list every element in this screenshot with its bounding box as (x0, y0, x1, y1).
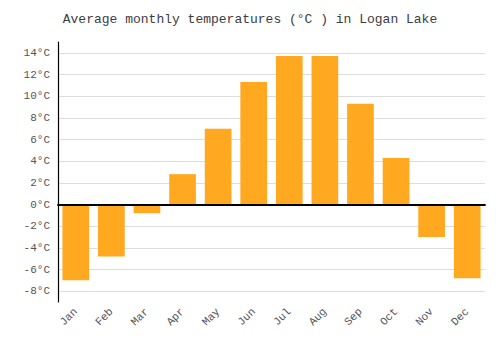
svg-text:Jan: Jan (58, 306, 80, 328)
svg-text:Oct: Oct (378, 306, 400, 328)
svg-text:Jul: Jul (271, 306, 293, 328)
svg-text:14°C: 14°C (24, 47, 51, 59)
svg-text:8°C: 8°C (30, 112, 50, 124)
svg-text:6°C: 6°C (30, 134, 50, 146)
svg-text:Aug: Aug (307, 306, 329, 328)
svg-text:Jun: Jun (235, 306, 257, 328)
svg-text:-6°C: -6°C (24, 264, 51, 276)
svg-text:May: May (200, 305, 223, 328)
svg-text:4°C: 4°C (30, 155, 50, 167)
svg-text:Apr: Apr (164, 306, 186, 328)
svg-text:2°C: 2°C (30, 177, 50, 189)
svg-text:Nov: Nov (413, 305, 436, 328)
svg-text:-8°C: -8°C (24, 285, 51, 297)
svg-text:Feb: Feb (93, 306, 115, 328)
svg-text:Average monthly temperatures (: Average monthly temperatures (°C ) in Lo… (63, 12, 437, 27)
svg-text:Mar: Mar (129, 306, 151, 328)
svg-text:0°C: 0°C (30, 199, 50, 211)
svg-text:-4°C: -4°C (24, 242, 51, 254)
svg-text:12°C: 12°C (24, 69, 51, 81)
svg-text:-2°C: -2°C (24, 220, 51, 232)
svg-text:10°C: 10°C (24, 90, 51, 102)
svg-text:Sep: Sep (342, 306, 364, 328)
svg-text:Dec: Dec (449, 306, 471, 328)
